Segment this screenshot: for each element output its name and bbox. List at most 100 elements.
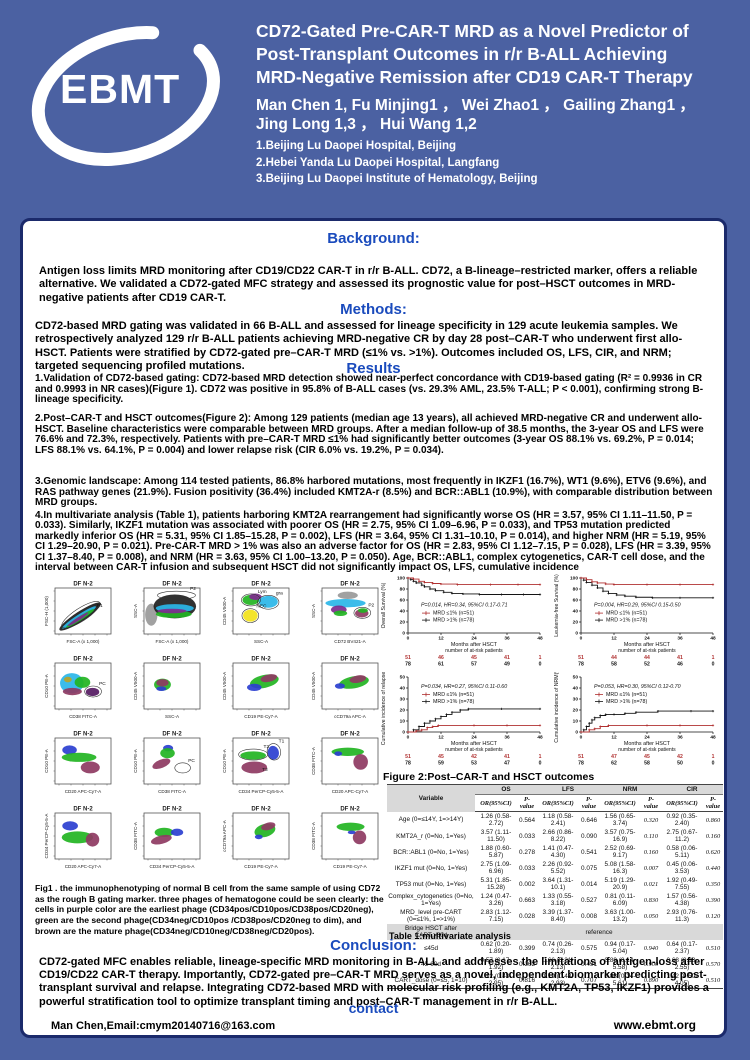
table-cell: 0.510 bbox=[705, 976, 721, 984]
km-x-axis-label: Months after HSCT bbox=[624, 741, 671, 747]
table-cell: 0.64 (0.17-2.37) bbox=[666, 941, 698, 955]
table-cell: 0.620 bbox=[705, 848, 721, 856]
km-plot-cir: 0 10 20 30 40 50 0 12 24 36 48 Cumulative incidence… bbox=[378, 663, 550, 770]
gate-label: T2 bbox=[264, 744, 270, 750]
flow-x-axis-label: SSC-A bbox=[165, 714, 180, 719]
cell-cluster bbox=[156, 679, 169, 687]
flow-panel-r2c3: DF N-2 CD45 V500-A CD19 PE-Cy7-A bbox=[209, 654, 298, 729]
cell-cluster bbox=[261, 822, 276, 831]
cell-cluster bbox=[63, 676, 72, 683]
km-at-risk-red: 44 bbox=[644, 655, 650, 661]
table-cell: 1.42 (0.50-4.05) bbox=[666, 973, 698, 987]
gate-label: PC bbox=[99, 681, 106, 687]
gate-outline bbox=[157, 590, 196, 600]
km-at-risk-black: 49 bbox=[504, 662, 510, 668]
flow-y-axis-label: SSC-A bbox=[133, 603, 138, 618]
cell-cluster bbox=[352, 830, 367, 845]
km-annotation: P=0.053, HR=0.30, 95%CI 0.12-0.70 bbox=[594, 684, 681, 690]
km-plot-os: 0 20 40 60 80 100 0 12 24 36 48 Overall Survival (%… bbox=[378, 573, 550, 671]
km-at-risk-title: number of at-risk patients bbox=[445, 648, 503, 654]
table-cell: 3.39 (1.37-8.40) bbox=[542, 909, 574, 923]
authors-line-1: Man Chen 1, Fu Minjing1 ， Wei Zhao1 ， Ga… bbox=[256, 97, 695, 114]
flow-y-axis-label: SSC-A bbox=[311, 603, 316, 618]
affiliation-1: 1.Beijing Lu Daopei Hospital, Beijing bbox=[256, 140, 456, 152]
flow-y-axis-label: CD34 PerCP-Cy5-5-A bbox=[44, 813, 49, 859]
flow-y-axis-label: CD45 V500-A bbox=[311, 671, 316, 700]
km-at-risk-black: 78 bbox=[578, 662, 584, 668]
table-cell: 0.860 bbox=[705, 816, 721, 824]
multivariate-table: Variable OS LFS NRM CIR OR(95%CI) P-value OR(95… bbox=[387, 784, 723, 989]
flow-x-axis-label: cCD79a APC-A bbox=[334, 714, 367, 719]
table-cell: 0.68 (0.18-2.55) bbox=[666, 957, 698, 971]
km-curve-black bbox=[581, 577, 713, 599]
table-cell: 0.900 bbox=[643, 960, 659, 968]
gate-label: P1 bbox=[97, 603, 103, 609]
flow-plot: DF N-2 CD38 FITC-A CD19 PE-Cy7-A bbox=[311, 807, 379, 869]
flow-x-axis-label: SSC-A bbox=[254, 639, 269, 644]
km-y-axis-label: Cumulative incidence of NRM(%) bbox=[554, 672, 560, 743]
table-cell-variable: CART_dose (0=≤5, 1=10) bbox=[394, 976, 468, 984]
table-cell: 1.12 (0.43-2.95) bbox=[480, 973, 512, 987]
km-at-risk-red: 41 bbox=[504, 655, 510, 661]
ebmt-logo-text: EBMT bbox=[60, 66, 181, 112]
table-cell: 1.57 (0.56-4.38) bbox=[666, 893, 698, 907]
km-at-risk-black: 57 bbox=[471, 662, 477, 668]
km-at-risk-black: 0 bbox=[539, 662, 542, 668]
cell-cluster bbox=[61, 752, 97, 762]
gate-label: Lym bbox=[258, 589, 267, 595]
km-y-tick: 10 bbox=[573, 719, 579, 725]
km-at-risk-red: 51 bbox=[578, 754, 584, 760]
km-curve-black bbox=[408, 577, 540, 595]
poster-title: CD72-Gated Pre-CAR-T MRD as a Novel Pred… bbox=[256, 20, 736, 88]
table-cell: 0.014 bbox=[581, 880, 597, 888]
km-y-axis-label: Leukemia-free Survival (%) bbox=[554, 574, 560, 637]
flow-plot: DF N-2 P2 SSC-A FSC-A (x 1,000) bbox=[133, 582, 201, 644]
cell-cluster bbox=[336, 822, 365, 831]
affiliation-3: 3.Beijing Lu Daopei Institute of Hematol… bbox=[256, 173, 538, 186]
cell-cluster bbox=[357, 608, 368, 613]
table-cell: 0.830 bbox=[643, 896, 659, 904]
gate-label: gra bbox=[276, 590, 283, 596]
table-header-group: CIR bbox=[661, 784, 723, 795]
km-y-tick: 30 bbox=[573, 697, 579, 703]
km-legend-label: MRD >1% (n=78) bbox=[606, 699, 647, 705]
gate-outline bbox=[174, 762, 191, 774]
km-at-risk-red: 45 bbox=[644, 754, 650, 760]
table-row: ≤45d 0.62 (0.20-1.89) 0.399 0.74 (0.26-2.13… bbox=[387, 940, 723, 956]
km-at-risk-black: 58 bbox=[644, 761, 650, 767]
flow-panel-r4c4: DF N-2 CD38 FITC-A CD19 PE-Cy7-A bbox=[298, 804, 387, 879]
flow-plot: DF N-2 cCD79a APC-A CD19 PE-Cy7-A bbox=[222, 807, 290, 869]
km-at-risk-red: 46 bbox=[438, 655, 444, 661]
table-cell: 0.440 bbox=[705, 864, 721, 872]
flow-plot: DF N-2 CD10 PE-A CD20 APC-Cy7-A bbox=[44, 732, 112, 794]
gate-outline bbox=[241, 608, 260, 623]
flow-panel-title: DF N-2 bbox=[340, 807, 360, 813]
table-cell: 0.028 bbox=[519, 912, 535, 920]
table-cell: 2.75 (1.09-6.96) bbox=[480, 861, 512, 875]
flow-y-axis-label: cCD79a APC-A bbox=[222, 819, 227, 852]
km-at-risk-red: 51 bbox=[578, 655, 584, 661]
flow-panel-title: DF N-2 bbox=[73, 732, 93, 738]
table-subheader: P-value bbox=[703, 794, 723, 812]
km-y-tick: 50 bbox=[400, 675, 406, 681]
km-at-risk-title: number of at-risk patients bbox=[618, 747, 676, 753]
cell-cluster bbox=[62, 745, 77, 755]
table-cell: 2.75 (0.67-11.2) bbox=[666, 829, 698, 843]
cell-cluster bbox=[241, 761, 268, 774]
gate-outline bbox=[61, 601, 101, 629]
flow-x-axis-label: CD38 FITC-A bbox=[69, 714, 98, 719]
cell-cluster bbox=[157, 608, 187, 614]
flow-panel-r2c2: DF N-2 CD45 V500-A SSC-A bbox=[120, 654, 209, 729]
cell-cluster bbox=[62, 821, 78, 831]
table-cell: 3.57 (1.11-11.50) bbox=[480, 829, 512, 843]
content-card: Background: Antigen loss limits MRD moni… bbox=[20, 218, 727, 1038]
km-curve-black bbox=[408, 708, 540, 733]
flow-plot: DF N-2 CD34 PerCP-Cy5-5-A CD20 APC-Cy7-A bbox=[44, 807, 112, 869]
table-header-group: NRM bbox=[599, 784, 661, 795]
flow-x-axis-label: FSC-A (x 1,000) bbox=[156, 639, 189, 644]
km-y-tick: 40 bbox=[400, 686, 406, 692]
km-at-risk-black: 78 bbox=[405, 662, 411, 668]
table1-caption: Table 1:multivariate analysis bbox=[389, 931, 511, 941]
results-item-3: 3.Genomic landscape: Among 114 tested pa… bbox=[35, 476, 713, 509]
cell-cluster bbox=[152, 758, 171, 769]
